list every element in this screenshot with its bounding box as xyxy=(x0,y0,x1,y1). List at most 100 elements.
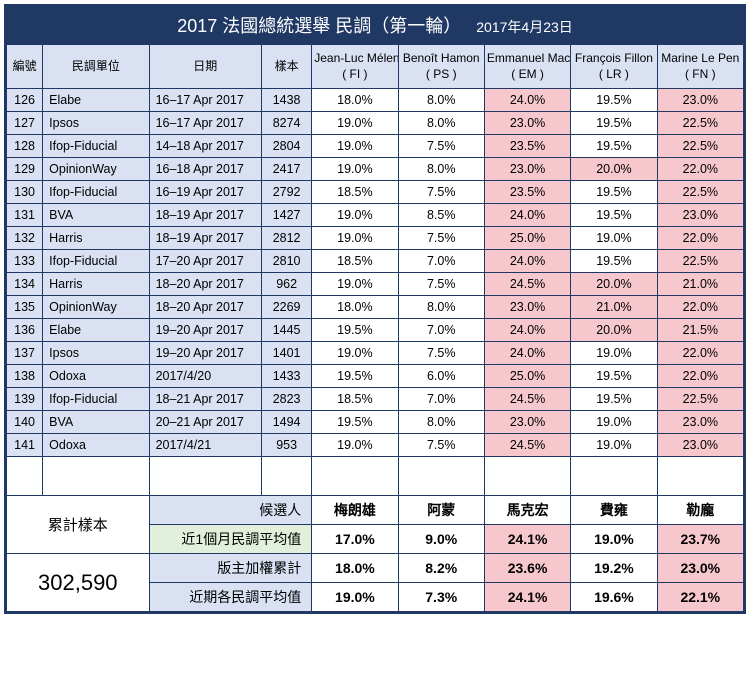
row-pct: 23.0% xyxy=(484,112,570,135)
sum-row-val: 9.0% xyxy=(398,525,484,554)
row-pct: 19.0% xyxy=(312,135,398,158)
row-pct: 25.0% xyxy=(484,365,570,388)
row-pct: 7.0% xyxy=(398,388,484,411)
sum-row-val: 19.0% xyxy=(571,525,657,554)
row-idx: 128 xyxy=(7,135,43,158)
sum-row-val: 24.1% xyxy=(484,525,570,554)
row-pct: 19.0% xyxy=(312,434,398,457)
row-pct: 8.5% xyxy=(398,204,484,227)
row-pct: 6.0% xyxy=(398,365,484,388)
row-pct: 24.5% xyxy=(484,273,570,296)
row-pct: 21.0% xyxy=(571,296,657,319)
row-pct: 19.0% xyxy=(571,342,657,365)
row-org: BVA xyxy=(43,411,149,434)
row-pct: 24.0% xyxy=(484,319,570,342)
row-pct: 8.0% xyxy=(398,296,484,319)
row-pct: 24.5% xyxy=(484,434,570,457)
row-pct: 24.0% xyxy=(484,204,570,227)
row-pct: 19.5% xyxy=(571,250,657,273)
row-pct: 22.0% xyxy=(657,296,743,319)
sum-row-val: 18.0% xyxy=(312,554,398,583)
table-row: 137Ipsos19–20 Apr 2017140119.0%7.5%24.0%… xyxy=(7,342,744,365)
row-sample: 2810 xyxy=(262,250,312,273)
row-sample: 962 xyxy=(262,273,312,296)
row-sample: 953 xyxy=(262,434,312,457)
sum-row-val: 7.3% xyxy=(398,583,484,612)
row-pct: 18.0% xyxy=(312,89,398,112)
row-date: 16–19 Apr 2017 xyxy=(149,181,261,204)
table-row: 131BVA18–19 Apr 2017142719.0%8.5%24.0%19… xyxy=(7,204,744,227)
table-row: 136Elabe19–20 Apr 2017144519.5%7.0%24.0%… xyxy=(7,319,744,342)
table-row: 126Elabe16–17 Apr 2017143818.0%8.0%24.0%… xyxy=(7,89,744,112)
row-idx: 140 xyxy=(7,411,43,434)
sum-cand-4: 勒龐 xyxy=(657,496,743,525)
row-pct: 7.5% xyxy=(398,181,484,204)
row-pct: 8.0% xyxy=(398,112,484,135)
row-pct: 22.5% xyxy=(657,388,743,411)
row-pct: 19.5% xyxy=(571,388,657,411)
table-row: 128Ifop-Fiducial14–18 Apr 2017280419.0%7… xyxy=(7,135,744,158)
head-sample: 樣本 xyxy=(262,45,312,89)
sum-row-val: 22.1% xyxy=(657,583,743,612)
row-pct: 22.0% xyxy=(657,158,743,181)
row-idx: 127 xyxy=(7,112,43,135)
table-head: 編號 民調單位 日期 樣本 Jean-Luc Mélenchon( FI ) B… xyxy=(7,45,744,89)
summary-row-1: 302,590 版主加權累計18.0%8.2%23.6%19.2%23.0% xyxy=(7,554,744,583)
table-row: 133Ifop-Fiducial17–20 Apr 2017281018.5%7… xyxy=(7,250,744,273)
row-sample: 2792 xyxy=(262,181,312,204)
row-pct: 8.0% xyxy=(398,89,484,112)
row-date: 16–17 Apr 2017 xyxy=(149,112,261,135)
row-sample: 1494 xyxy=(262,411,312,434)
row-pct: 22.5% xyxy=(657,250,743,273)
sum-row-label: 近1個月民調平均值 xyxy=(149,525,312,554)
row-date: 18–21 Apr 2017 xyxy=(149,388,261,411)
row-org: Harris xyxy=(43,273,149,296)
row-pct: 22.5% xyxy=(657,181,743,204)
title-sub: 2017年4月23日 xyxy=(476,19,573,35)
head-cand-2: Emmanuel Macron( EM ) xyxy=(484,45,570,89)
row-pct: 23.0% xyxy=(657,204,743,227)
head-cand-0: Jean-Luc Mélenchon( FI ) xyxy=(312,45,398,89)
row-pct: 19.5% xyxy=(571,181,657,204)
sum-cand-1: 阿蒙 xyxy=(398,496,484,525)
row-date: 2017/4/21 xyxy=(149,434,261,457)
row-date: 19–20 Apr 2017 xyxy=(149,342,261,365)
row-pct: 25.0% xyxy=(484,227,570,250)
row-org: Ipsos xyxy=(43,342,149,365)
sum-cand-2: 馬克宏 xyxy=(484,496,570,525)
row-sample: 1433 xyxy=(262,365,312,388)
row-pct: 22.0% xyxy=(657,227,743,250)
row-pct: 24.0% xyxy=(484,250,570,273)
row-date: 20–21 Apr 2017 xyxy=(149,411,261,434)
row-pct: 23.0% xyxy=(484,158,570,181)
sum-row-val: 23.0% xyxy=(657,554,743,583)
row-pct: 8.0% xyxy=(398,411,484,434)
table-row: 140BVA20–21 Apr 2017149419.5%8.0%23.0%19… xyxy=(7,411,744,434)
row-pct: 20.0% xyxy=(571,273,657,296)
row-date: 18–20 Apr 2017 xyxy=(149,296,261,319)
row-pct: 19.0% xyxy=(571,434,657,457)
sum-row-label: 近期各民調平均值 xyxy=(149,583,312,612)
row-pct: 19.0% xyxy=(312,112,398,135)
row-org: Ipsos xyxy=(43,112,149,135)
row-sample: 2804 xyxy=(262,135,312,158)
row-sample: 2812 xyxy=(262,227,312,250)
row-pct: 20.0% xyxy=(571,158,657,181)
sum-row-val: 19.2% xyxy=(571,554,657,583)
row-pct: 7.0% xyxy=(398,250,484,273)
sum-row-val: 23.7% xyxy=(657,525,743,554)
row-org: Ifop-Fiducial xyxy=(43,135,149,158)
sum-left-label: 累計樣本 xyxy=(7,496,150,554)
row-pct: 19.0% xyxy=(312,227,398,250)
row-pct: 19.0% xyxy=(571,227,657,250)
row-pct: 18.0% xyxy=(312,296,398,319)
row-org: Elabe xyxy=(43,89,149,112)
row-pct: 18.5% xyxy=(312,388,398,411)
row-date: 17–20 Apr 2017 xyxy=(149,250,261,273)
row-sample: 2823 xyxy=(262,388,312,411)
row-pct: 19.5% xyxy=(571,89,657,112)
row-pct: 24.5% xyxy=(484,388,570,411)
head-cand-3: François Fillon( LR ) xyxy=(571,45,657,89)
table-row: 135OpinionWay18–20 Apr 2017226918.0%8.0%… xyxy=(7,296,744,319)
row-date: 18–20 Apr 2017 xyxy=(149,273,261,296)
